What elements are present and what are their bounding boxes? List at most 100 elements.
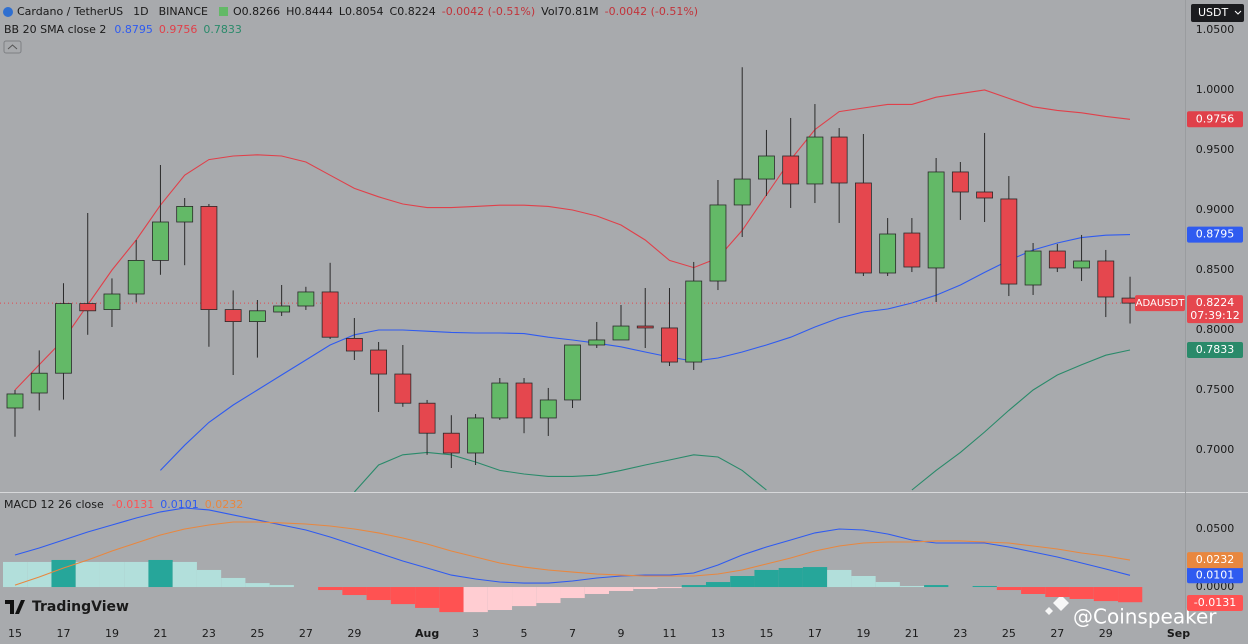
currency-label: USDT — [1198, 6, 1229, 19]
x-tick-label: 21 — [905, 627, 919, 640]
indicator-name: BB 20 SMA close 2 — [4, 23, 106, 36]
x-tick-label: 17 — [808, 627, 822, 640]
candle-body — [927, 171, 945, 269]
histogram-bar — [3, 561, 28, 588]
collapse-icon — [7, 44, 18, 50]
series-last-label-box — [1187, 111, 1243, 128]
candle-body — [176, 205, 194, 223]
candle-body — [321, 291, 339, 338]
series-last-label: 0.7833 — [1196, 343, 1235, 356]
candle-body — [1048, 250, 1066, 269]
histogram-bar — [196, 569, 222, 588]
candle-body — [79, 303, 97, 312]
candle-body — [636, 325, 654, 329]
histogram-bar — [1021, 587, 1046, 594]
macd-pane — [3, 507, 1143, 613]
histogram-bar — [851, 575, 876, 588]
candle-body — [394, 373, 412, 404]
y-tick-label: 1.0000 — [1196, 83, 1235, 96]
x-tick-label: 29 — [1099, 627, 1113, 640]
ohlc-value: C0.8224 — [390, 5, 436, 18]
x-tick-label: 17 — [56, 627, 70, 640]
candle-body — [806, 136, 824, 185]
candle-body — [879, 233, 897, 274]
series-last-label-box — [1187, 552, 1243, 569]
candle-body — [709, 204, 727, 282]
price-tag: 0.8224 — [1196, 296, 1235, 309]
histogram-bar — [390, 587, 416, 605]
candle-body — [515, 382, 533, 419]
logo-text: TradingView — [32, 599, 129, 615]
candle-body — [976, 191, 993, 199]
ohlc-value: -0.0042 (-0.51%) — [442, 5, 535, 18]
candle-body — [297, 291, 315, 307]
histogram-bar — [633, 587, 658, 589]
histogram-bar — [899, 585, 925, 588]
histogram-bar — [536, 587, 561, 604]
x-tick-label: 15 — [8, 627, 22, 640]
histogram-bar — [754, 569, 779, 588]
x-tick-label: 19 — [105, 627, 119, 640]
x-tick-label: 7 — [569, 627, 576, 640]
symbol-name: Cardano / TetherUS — [17, 5, 123, 18]
candle-body — [758, 155, 775, 180]
y-tick-label: 0.0500 — [1196, 522, 1235, 535]
histogram-bar — [439, 587, 464, 613]
candle-body — [903, 232, 921, 268]
x-tick-label: Sep — [1167, 627, 1190, 640]
candle-body — [345, 337, 363, 352]
status-square — [219, 7, 228, 16]
histogram-bar — [584, 587, 609, 594]
candle-body — [830, 136, 848, 184]
histogram-bar — [778, 567, 803, 588]
symbol-icon — [3, 7, 13, 17]
histogram-bar — [148, 559, 173, 588]
logo-mark — [5, 600, 25, 614]
ohlc-value: O0.8266 — [233, 5, 280, 18]
histogram-bar — [1069, 587, 1094, 599]
y-tick-label: 0.7000 — [1196, 443, 1235, 456]
ohlc-value: Vol70.81M — [541, 5, 598, 18]
currency-button[interactable] — [1191, 4, 1244, 22]
histogram-bar — [487, 587, 513, 611]
band-line — [160, 234, 1131, 471]
series-last-label: 0.0232 — [1196, 553, 1235, 566]
candle-body — [103, 293, 121, 310]
histogram-bar — [269, 585, 294, 588]
x-tick-label: 25 — [250, 627, 264, 640]
legend-value: 0.9756 — [159, 23, 198, 36]
histogram-bar — [27, 561, 52, 588]
histogram-bar — [172, 561, 197, 588]
ohlc-value: L0.8054 — [339, 5, 384, 18]
y-tick-label: 0.7500 — [1196, 383, 1235, 396]
x-tick-label: 13 — [711, 627, 725, 640]
candle-body — [1000, 198, 1018, 285]
legend-value: 0.8795 — [114, 23, 153, 36]
x-tick-label: 19 — [856, 627, 870, 640]
candle-body — [564, 344, 581, 401]
y-tick-label: 0.8500 — [1196, 263, 1235, 276]
macd-line — [14, 521, 1131, 586]
histogram-bar — [996, 587, 1022, 591]
exchange: BINANCE — [159, 5, 208, 18]
indicator-name: MACD 12 26 close — [4, 498, 104, 511]
symbol-tag-box — [1135, 295, 1185, 312]
logo: TradingView — [5, 599, 129, 615]
collapse-button[interactable] — [3, 40, 22, 54]
histogram-bar — [75, 561, 100, 588]
histogram-bar — [972, 585, 997, 588]
ohlc-value: -0.0042 (-0.51%) — [605, 5, 698, 18]
candle-body — [55, 303, 72, 374]
band-line — [353, 451, 767, 492]
candle-body — [588, 339, 606, 346]
candle-body — [539, 399, 557, 419]
candle-body — [273, 305, 291, 313]
histogram-bar — [51, 559, 76, 588]
series-last-label: 0.9756 — [1196, 112, 1235, 125]
histogram-bar — [99, 561, 125, 588]
histogram-bar — [366, 587, 391, 601]
histogram-bar — [245, 583, 270, 588]
y-tick-label: 0.8000 — [1196, 323, 1235, 336]
series-last-label-box — [1187, 567, 1243, 584]
